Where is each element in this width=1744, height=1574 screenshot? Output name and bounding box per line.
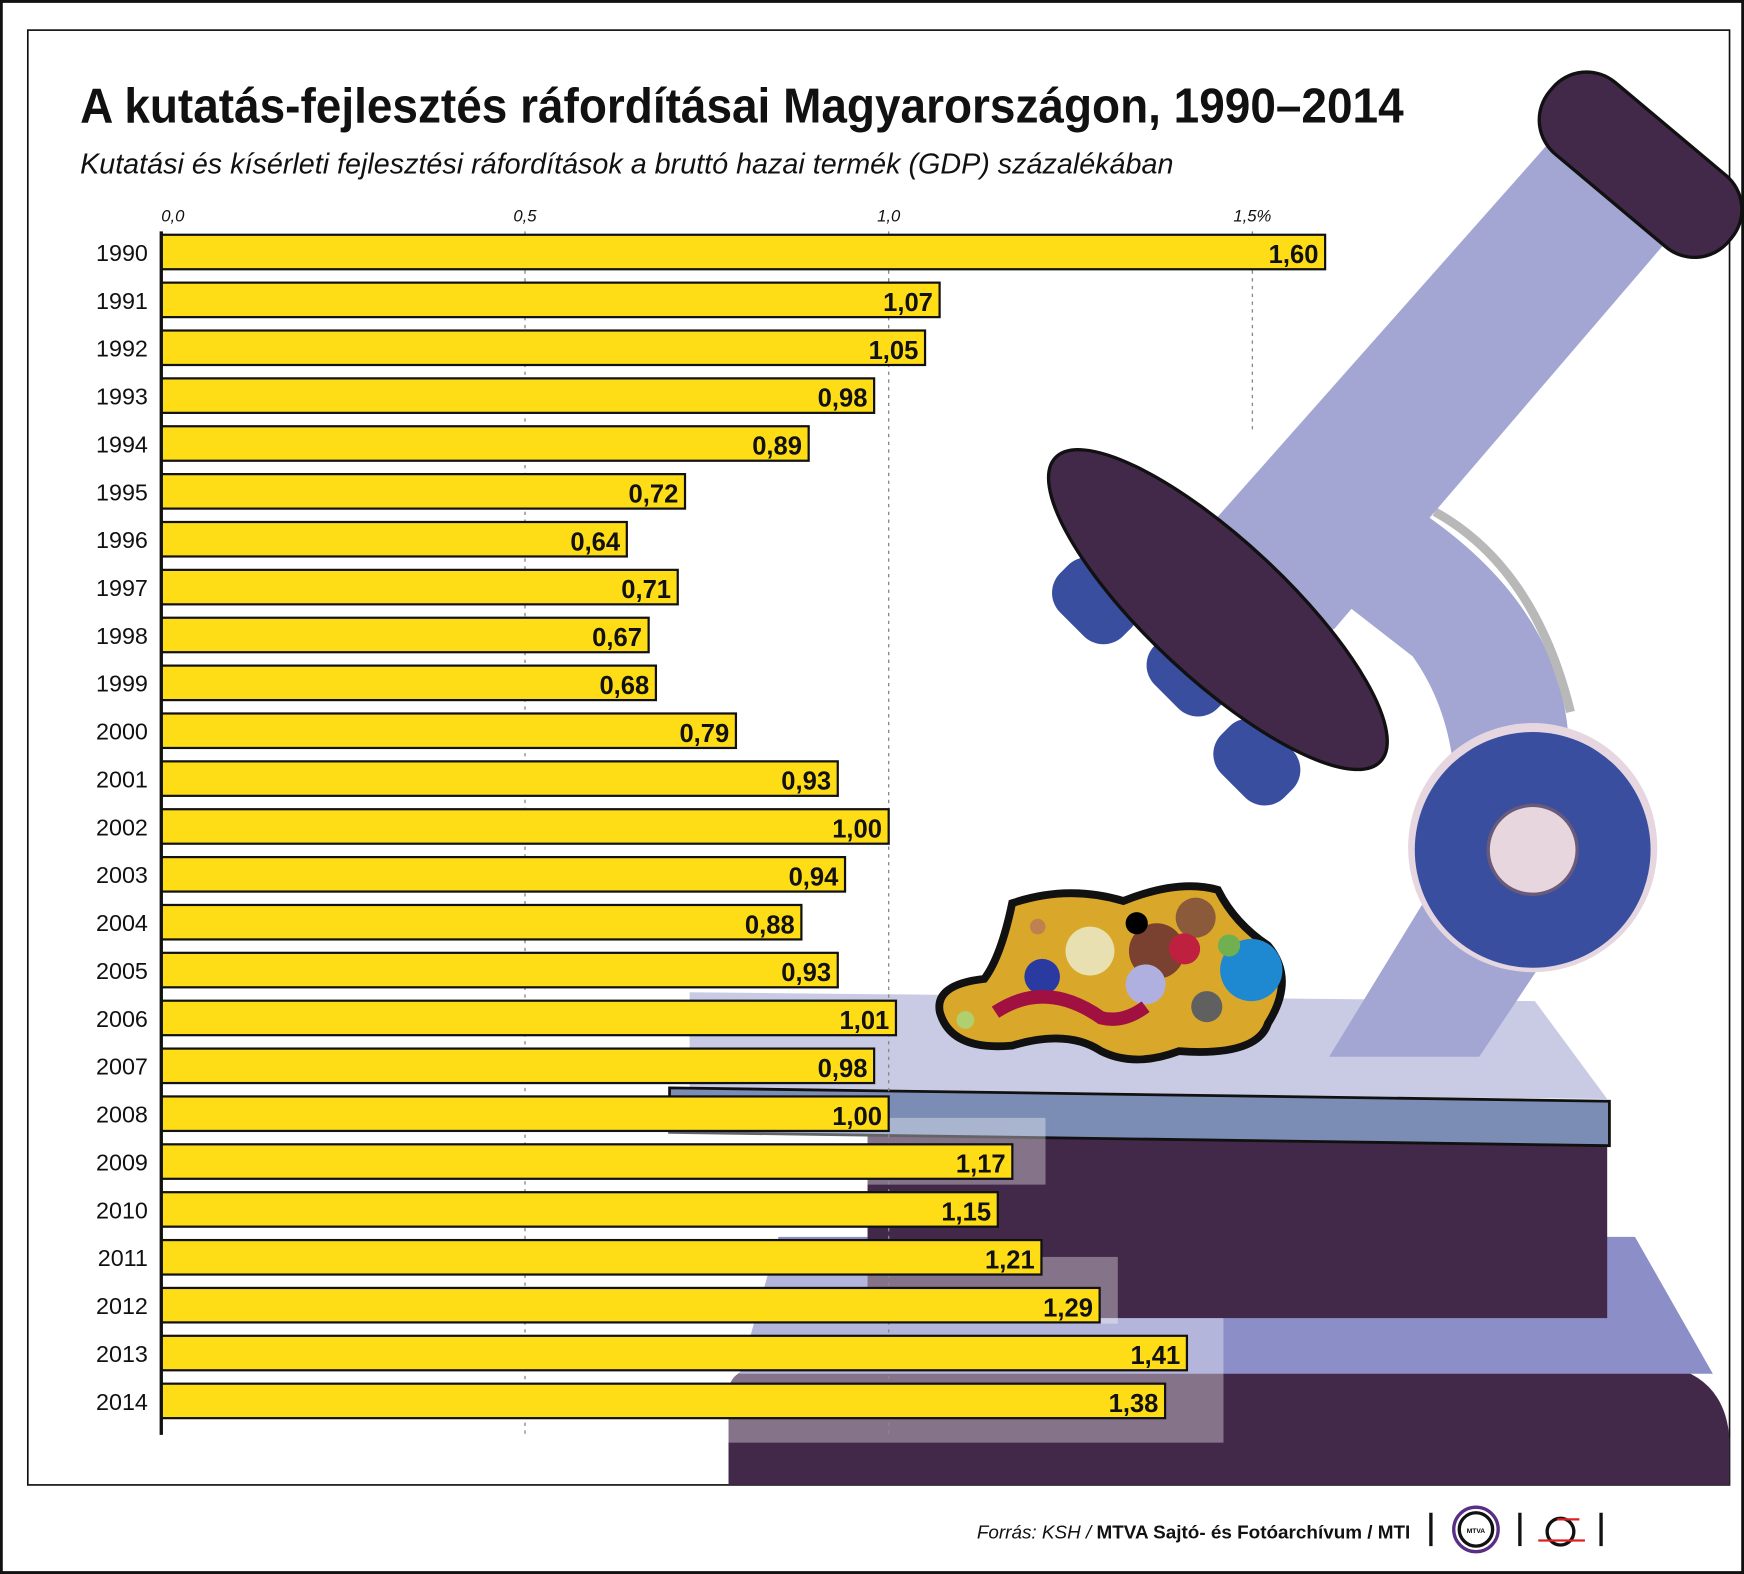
bar-2009 <box>160 1143 1014 1180</box>
bar-2005 <box>160 951 839 989</box>
year-label: 2010 <box>96 1197 148 1223</box>
year-label: 1990 <box>96 240 148 266</box>
year-label: 2006 <box>96 1006 148 1032</box>
bar-2012 <box>160 1286 1101 1324</box>
bar-1997 <box>160 568 679 606</box>
x-tick-label: 0,0 <box>161 206 185 225</box>
divider <box>1518 1512 1522 1547</box>
year-label: 2011 <box>98 1245 148 1271</box>
year-label: 2012 <box>96 1293 148 1319</box>
source-prefix: Forrás: KSH / <box>977 1522 1097 1543</box>
bars: 1990 1,60 1991 1,07 1992 1,05 1993 0,98 1994 0,89… <box>96 233 1327 1420</box>
bar-1993 <box>160 377 876 414</box>
source-bold: MTVA Sajtó- és Fotóarchívum / MTI <box>1096 1522 1410 1543</box>
bar-1991 <box>160 281 941 319</box>
value-label: 0,68 <box>599 672 649 700</box>
value-label: 0,93 <box>781 768 831 796</box>
bar-2006 <box>160 999 898 1037</box>
bar-2007 <box>160 1047 876 1085</box>
footer: Forrás: KSH / MTVA Sajtó- és Fotóarchívu… <box>977 1505 1603 1554</box>
bar-2000 <box>160 712 738 750</box>
value-label: 1,15 <box>941 1199 991 1227</box>
year-label: 1999 <box>96 671 148 697</box>
year-label: 2009 <box>96 1149 148 1175</box>
value-label: 1,07 <box>883 289 933 317</box>
value-label: 1,01 <box>839 1007 889 1035</box>
value-label: 0,98 <box>818 1055 868 1083</box>
bar-1995 <box>160 473 687 510</box>
chart-title: A kutatás-fejlesztés ráfordításai Magyar… <box>80 79 1404 133</box>
year-label: 1992 <box>96 336 148 362</box>
value-label: 0,79 <box>679 720 729 748</box>
x-tick-label: 1,0 <box>877 206 901 225</box>
value-label: 0,88 <box>745 911 795 939</box>
year-label: 1991 <box>96 288 148 314</box>
bar-2008 <box>160 1095 890 1133</box>
year-label: 2007 <box>96 1054 148 1080</box>
value-label: 1,38 <box>1109 1390 1159 1418</box>
year-label: 2008 <box>96 1102 148 1128</box>
divider <box>1599 1512 1603 1547</box>
year-label: 1996 <box>96 527 148 553</box>
mti-logo <box>1538 1516 1585 1547</box>
value-label: 0,72 <box>629 480 679 508</box>
bar-1998 <box>160 616 650 654</box>
year-label: 2000 <box>96 719 148 745</box>
value-label: 1,00 <box>832 816 882 844</box>
value-label: 0,67 <box>592 624 642 652</box>
x-axis-ticks: 0,0 0,5 1,0 1,5% <box>161 206 1271 225</box>
year-label: 1998 <box>96 623 148 649</box>
year-label: 2004 <box>96 910 148 936</box>
x-tick-label: 1,5% <box>1233 206 1271 225</box>
bar-1992 <box>160 329 927 367</box>
year-label: 2005 <box>96 958 148 984</box>
year-label: 2014 <box>96 1389 148 1415</box>
value-label: 1,41 <box>1130 1342 1180 1370</box>
year-label: 2002 <box>96 814 148 840</box>
divider <box>1429 1512 1433 1547</box>
value-label: 1,05 <box>869 337 919 365</box>
value-label: 0,93 <box>781 959 831 987</box>
value-label: 1,17 <box>956 1151 1006 1179</box>
bar-2002 <box>160 808 890 845</box>
value-label: 1,60 <box>1269 241 1319 269</box>
bar-2001 <box>160 760 839 797</box>
year-label: 1994 <box>96 431 148 457</box>
value-label: 0,94 <box>789 863 840 891</box>
year-label: 1995 <box>96 479 148 505</box>
value-label: 0,71 <box>621 576 671 604</box>
value-label: 1,29 <box>1043 1294 1093 1322</box>
chart-subtitle: Kutatási és kísérleti fejlesztési ráford… <box>80 149 1173 181</box>
bar-2003 <box>160 855 847 893</box>
bar-1999 <box>160 664 658 702</box>
bar-2011 <box>160 1238 1043 1276</box>
bar-2013 <box>160 1334 1189 1372</box>
value-label: 0,98 <box>818 385 868 413</box>
bar-1994 <box>160 425 810 462</box>
x-tick-label: 0,5 <box>513 206 537 225</box>
year-label: 1997 <box>96 575 148 601</box>
bar-1990 <box>160 233 1327 271</box>
bar-2010 <box>160 1191 999 1228</box>
year-label: 2013 <box>96 1341 148 1367</box>
bar-2004 <box>160 903 803 941</box>
value-label: 0,89 <box>752 433 802 461</box>
svg-text:MTVA: MTVA <box>1467 1528 1486 1535</box>
value-label: 1,21 <box>985 1246 1035 1274</box>
value-label: 0,64 <box>570 528 621 556</box>
year-label: 1993 <box>96 384 148 410</box>
value-label: 1,00 <box>832 1103 882 1131</box>
bar-1996 <box>160 520 628 558</box>
bar-2014 <box>160 1382 1167 1420</box>
mtva-logo: MTVA <box>1452 1505 1500 1554</box>
year-label: 2003 <box>96 862 148 888</box>
source-text: Forrás: KSH / MTVA Sajtó- és Fotóarchívu… <box>977 1522 1411 1543</box>
year-label: 2001 <box>96 766 148 792</box>
